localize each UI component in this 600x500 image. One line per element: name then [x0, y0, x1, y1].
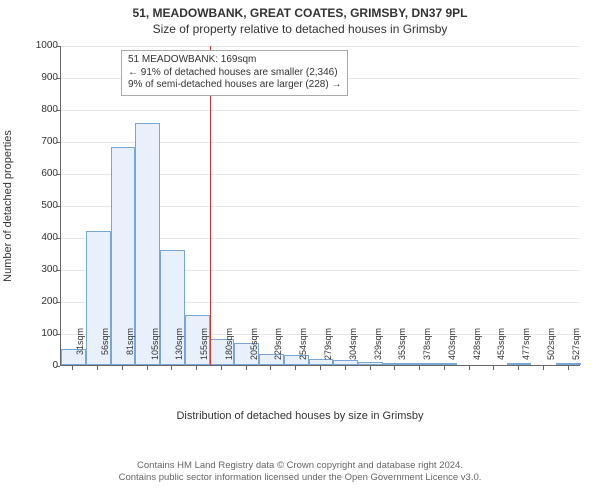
x-tick-mark	[568, 366, 569, 370]
y-tick-mark	[56, 174, 60, 175]
x-tick-mark	[147, 366, 148, 370]
x-tick-mark	[370, 366, 371, 370]
x-tick-label: 502sqm	[546, 328, 556, 368]
x-tick-mark	[345, 366, 346, 370]
y-tick-mark	[56, 78, 60, 79]
x-tick-label: 31sqm	[75, 328, 85, 368]
x-tick-label: 81sqm	[125, 328, 135, 368]
x-tick-mark	[97, 366, 98, 370]
page-title-line1: 51, MEADOWBANK, GREAT COATES, GRIMSBY, D…	[0, 0, 600, 20]
x-tick-mark	[469, 366, 470, 370]
y-tick-label: 100	[8, 328, 58, 339]
x-tick-mark	[171, 366, 172, 370]
annotation-line: 51 MEADOWBANK: 169sqm	[128, 54, 341, 67]
x-tick-mark	[518, 366, 519, 370]
x-tick-mark	[493, 366, 494, 370]
plot-area: 51 MEADOWBANK: 169sqm ← 91% of detached …	[60, 46, 580, 366]
x-tick-mark	[221, 366, 222, 370]
annotation-line: 9% of semi-detached houses are larger (2…	[128, 79, 341, 92]
y-tick-label: 600	[8, 168, 58, 179]
x-tick-label: 378sqm	[422, 328, 432, 368]
y-tick-mark	[56, 142, 60, 143]
x-tick-label: 180sqm	[224, 328, 234, 368]
chart-container: Number of detached properties 51 MEADOWB…	[0, 36, 600, 426]
y-tick-label: 900	[8, 72, 58, 83]
x-tick-mark	[320, 366, 321, 370]
x-tick-mark	[444, 366, 445, 370]
y-tick-label: 300	[8, 264, 58, 275]
x-tick-label: 254sqm	[298, 328, 308, 368]
x-tick-mark	[246, 366, 247, 370]
x-tick-label: 428sqm	[472, 328, 482, 368]
y-tick-mark	[56, 238, 60, 239]
y-tick-label: 0	[8, 360, 58, 371]
footer-line2: Contains public sector information licen…	[0, 472, 600, 484]
y-tick-mark	[56, 334, 60, 335]
gridline	[61, 46, 580, 47]
y-tick-mark	[56, 206, 60, 207]
y-tick-mark	[56, 302, 60, 303]
x-tick-label: 130sqm	[174, 328, 184, 368]
gridline	[61, 110, 580, 111]
x-axis-label: Distribution of detached houses by size …	[0, 410, 600, 422]
x-tick-label: 453sqm	[496, 328, 506, 368]
x-tick-label: 527sqm	[571, 328, 581, 368]
y-tick-label: 700	[8, 136, 58, 147]
x-tick-mark	[122, 366, 123, 370]
y-tick-mark	[56, 46, 60, 47]
y-tick-mark	[56, 110, 60, 111]
y-tick-label: 800	[8, 104, 58, 115]
x-tick-label: 304sqm	[348, 328, 358, 368]
x-tick-mark	[543, 366, 544, 370]
y-tick-mark	[56, 270, 60, 271]
x-tick-label: 229sqm	[273, 328, 283, 368]
x-tick-label: 279sqm	[323, 328, 333, 368]
x-tick-label: 477sqm	[521, 328, 531, 368]
x-tick-mark	[295, 366, 296, 370]
x-tick-mark	[196, 366, 197, 370]
x-tick-mark	[72, 366, 73, 370]
x-tick-mark	[394, 366, 395, 370]
x-tick-label: 155sqm	[199, 328, 209, 368]
x-tick-label: 105sqm	[150, 328, 160, 368]
footer-line1: Contains HM Land Registry data © Crown c…	[0, 460, 600, 472]
y-tick-label: 400	[8, 232, 58, 243]
y-tick-mark	[56, 366, 60, 367]
y-tick-label: 500	[8, 200, 58, 211]
x-tick-mark	[270, 366, 271, 370]
annotation-box: 51 MEADOWBANK: 169sqm ← 91% of detached …	[121, 50, 348, 96]
x-tick-label: 403sqm	[447, 328, 457, 368]
y-tick-label: 1000	[8, 40, 58, 51]
x-tick-label: 329sqm	[373, 328, 383, 368]
annotation-line: ← 91% of detached houses are smaller (2,…	[128, 67, 341, 80]
y-tick-label: 200	[8, 296, 58, 307]
x-tick-label: 353sqm	[397, 328, 407, 368]
footer: Contains HM Land Registry data © Crown c…	[0, 460, 600, 485]
x-tick-label: 205sqm	[249, 328, 259, 368]
x-tick-label: 56sqm	[100, 328, 110, 368]
page-title-line2: Size of property relative to detached ho…	[0, 20, 600, 36]
x-tick-mark	[419, 366, 420, 370]
